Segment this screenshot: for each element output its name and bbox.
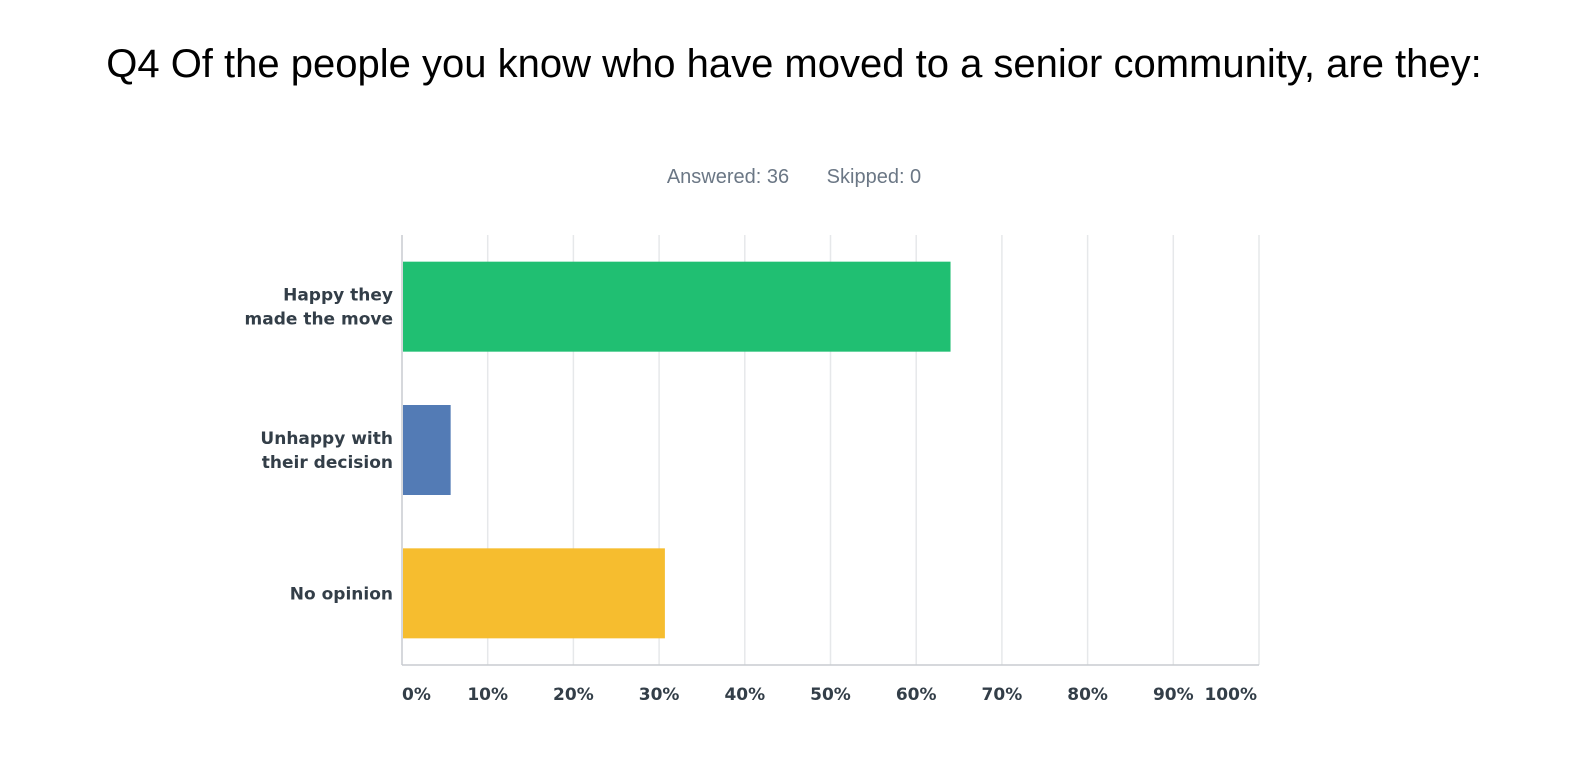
tick-label: 60% bbox=[896, 685, 937, 705]
tick-label: 20% bbox=[553, 685, 594, 705]
category-label: Unhappy with their decision bbox=[260, 429, 393, 473]
tick-label: 100% bbox=[1204, 685, 1257, 705]
chart-title: Q4 Of the people you know who have moved… bbox=[106, 42, 1482, 86]
category-label: Happy they made the move bbox=[245, 286, 393, 330]
category-label: No opinion bbox=[290, 584, 393, 604]
tick-label: 90% bbox=[1153, 685, 1194, 705]
tick-label: 10% bbox=[467, 685, 508, 705]
bar bbox=[403, 405, 451, 495]
bar bbox=[403, 261, 951, 352]
bar bbox=[403, 548, 665, 639]
answered-count: Answered: 36 bbox=[666, 166, 790, 188]
response-stats: Answered: 36 Skipped: 0 bbox=[0, 166, 1588, 189]
tick-label: 70% bbox=[982, 685, 1023, 705]
tick-label: 50% bbox=[810, 685, 851, 705]
skipped-count: Skipped: 0 bbox=[826, 166, 922, 188]
tick-label: 0% bbox=[402, 685, 431, 705]
tick-label: 30% bbox=[639, 685, 680, 705]
tick-label: 80% bbox=[1067, 685, 1108, 705]
tick-label: 40% bbox=[724, 685, 765, 705]
